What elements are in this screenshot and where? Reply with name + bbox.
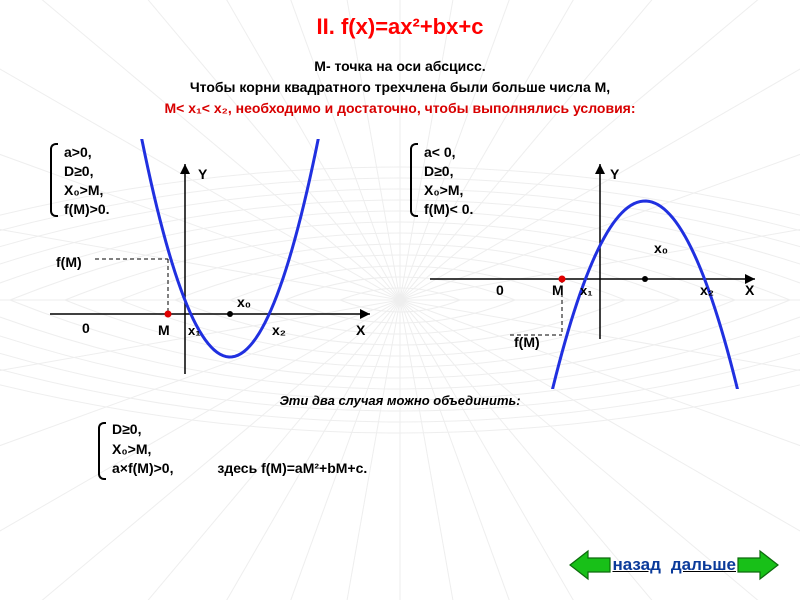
svg-text:x₀: x₀ (654, 240, 668, 256)
subtitle-line-3: М< x₁< x₂, необходимо и достаточно, чтоб… (0, 98, 800, 119)
next-button[interactable]: дальше (671, 548, 780, 582)
svg-text:f(M): f(M) (514, 334, 540, 350)
svg-text:Y: Y (198, 166, 208, 182)
arrow-left-icon (568, 548, 612, 582)
svg-text:X: X (745, 282, 755, 298)
brace-icon (50, 143, 58, 217)
svg-text:0: 0 (496, 282, 504, 298)
combined-block: D≥0, X₀>M, a×f(M)>0, здесь f(M)=aM²+bM+c… (0, 420, 800, 479)
svg-text:f(M): f(M) (56, 254, 82, 270)
right-plot: a< 0, D≥0, X₀>M, f(M)< 0. 0 Mx₁ x₀ x₂ X Yf(M) (410, 139, 770, 389)
svg-text:X: X (356, 322, 366, 338)
left-conditions: a>0, D≥0, X₀>M, f(M)>0. (64, 143, 110, 219)
svg-text:x₂: x₂ (272, 322, 286, 338)
combine-caption: Эти два случая можно объединить: (0, 393, 800, 408)
svg-text:x₁: x₁ (580, 283, 593, 298)
brace-icon (98, 422, 106, 480)
combined-note: здесь f(M)=aM²+bM+c. (217, 460, 367, 476)
next-label: дальше (671, 555, 736, 575)
svg-text:x₀: x₀ (237, 294, 251, 310)
right-conditions: a< 0, D≥0, X₀>M, f(M)< 0. (424, 143, 473, 219)
svg-text:Y: Y (610, 166, 620, 182)
left-plot: a>0, D≥0, X₀>M, f(M)>0. f(M) 0 Mx₁ x₀ x₂ X Y (30, 139, 390, 389)
arrow-right-icon (736, 548, 780, 582)
page-title: II. f(x)=ax²+bx+c (0, 0, 800, 40)
svg-text:M: M (552, 282, 564, 298)
back-label: назад (612, 555, 660, 575)
subtitle-line-2: Чтобы корни квадратного трехчлена были б… (0, 77, 800, 98)
back-button[interactable]: назад (568, 548, 660, 582)
brace-icon (410, 143, 418, 217)
svg-text:x₂: x₂ (700, 282, 714, 298)
subtitle-line-1: М- точка на оси абсцисс. (0, 56, 800, 77)
svg-text:x₁: x₁ (188, 323, 201, 338)
svg-text:M: M (158, 322, 170, 338)
svg-text:0: 0 (82, 320, 90, 336)
subtitle-block: М- точка на оси абсцисс. Чтобы корни ква… (0, 56, 800, 119)
